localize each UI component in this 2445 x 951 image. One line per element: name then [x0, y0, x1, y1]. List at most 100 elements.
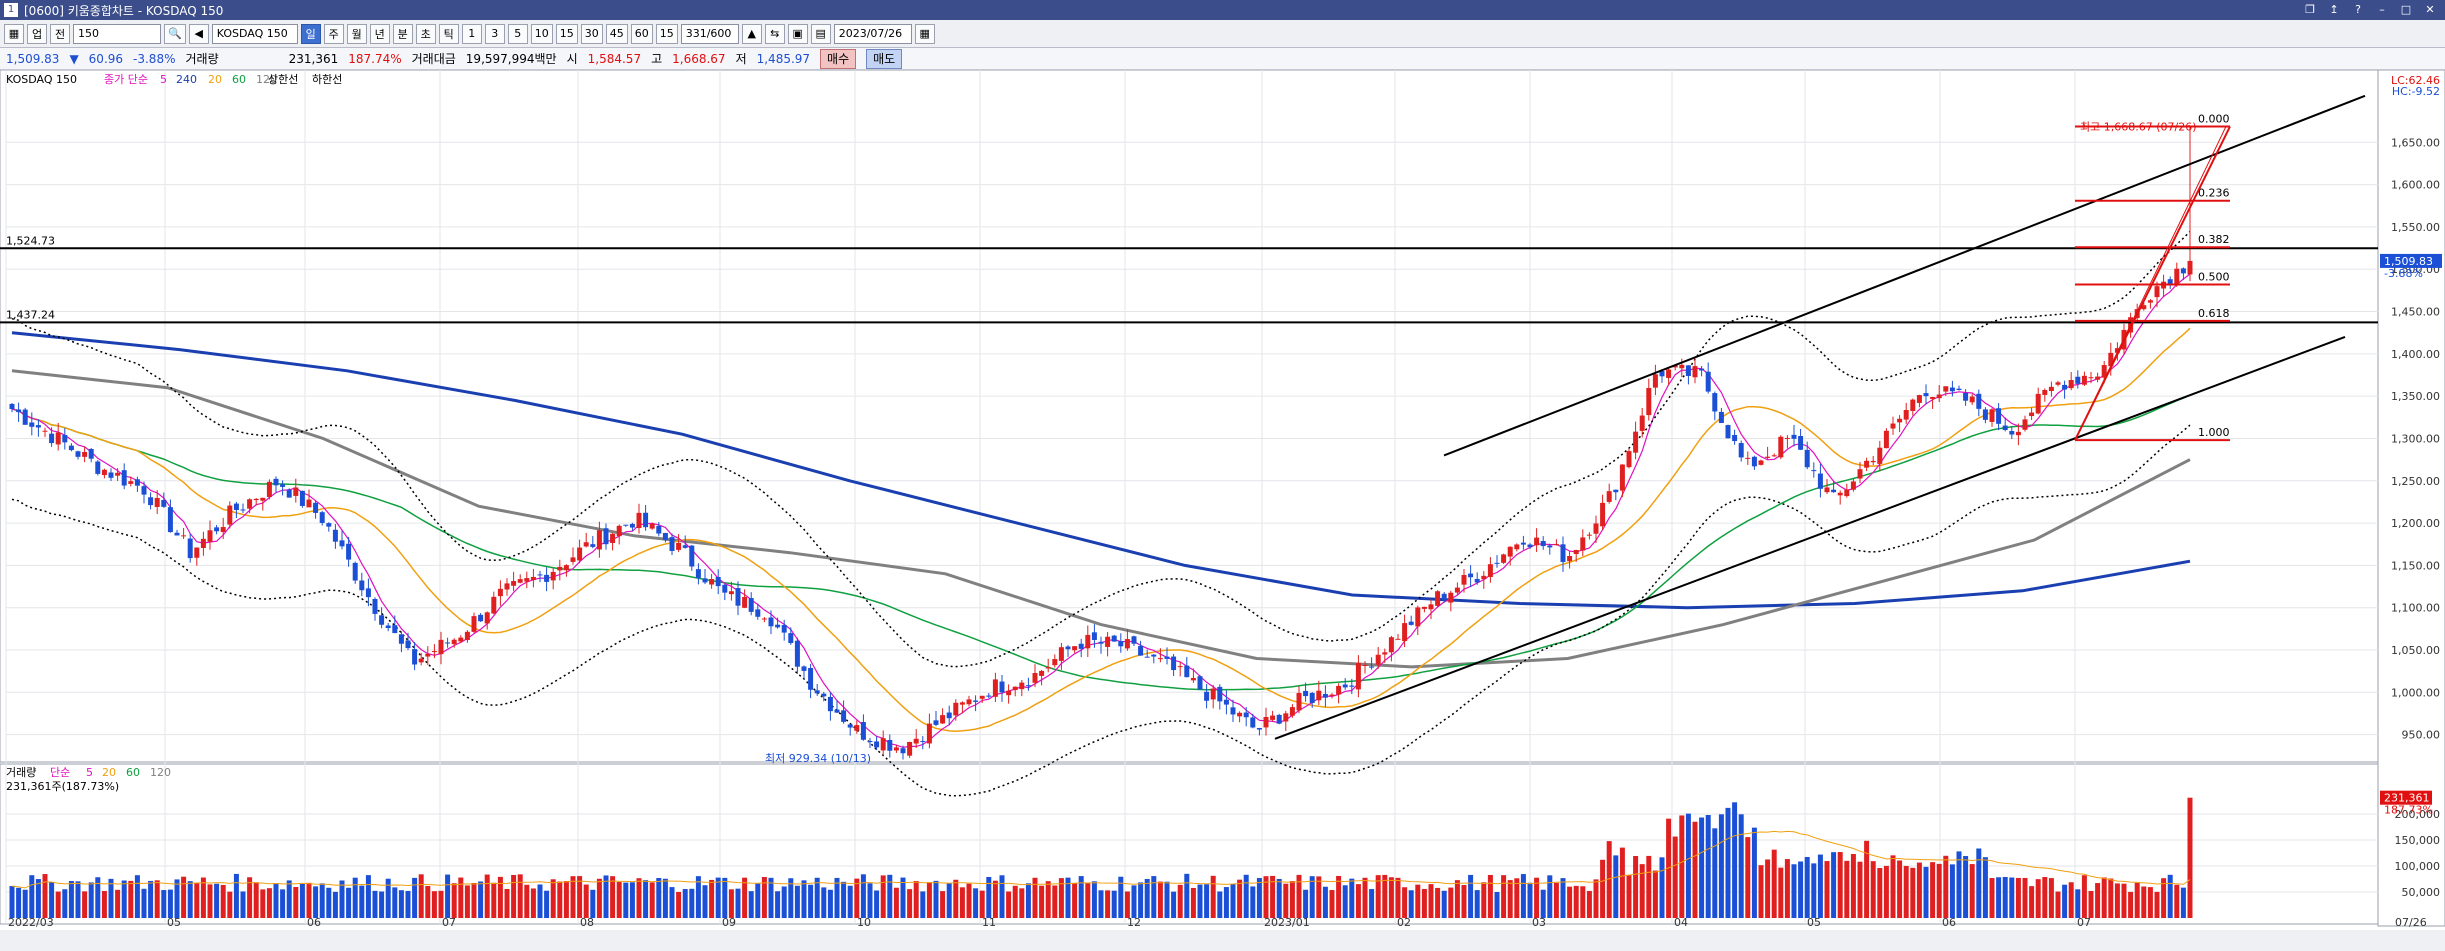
volume-bar: [260, 889, 266, 918]
candle-body: [1712, 393, 1718, 412]
stock-chart[interactable]: 1,650.001,600.001,550.001,500.001,450.00…: [0, 70, 2445, 930]
restore-icon[interactable]: ❐: [2305, 3, 2315, 16]
volume-bar: [194, 883, 200, 918]
volume-bar: [1091, 881, 1097, 918]
x-tick-label: 11: [982, 916, 996, 929]
interval-5[interactable]: 5: [507, 23, 528, 44]
save-icon[interactable]: ▣: [787, 23, 808, 44]
table-icon[interactable]: ▤: [810, 23, 831, 44]
volume-bar: [1085, 883, 1091, 918]
interval-10[interactable]: 10: [530, 23, 553, 44]
maximize-icon[interactable]: □: [2400, 3, 2412, 16]
candle-body: [821, 693, 827, 697]
candle-body: [49, 433, 55, 444]
tab-day[interactable]: 일: [300, 23, 321, 44]
candle-body: [629, 523, 635, 528]
volume-bar: [1652, 870, 1658, 918]
pin-icon[interactable]: ↥: [2329, 3, 2339, 16]
minimize-icon[interactable]: –: [2379, 3, 2385, 16]
search-icon[interactable]: 🔍: [164, 23, 186, 44]
layout-icon[interactable]: ▦: [4, 23, 24, 44]
volume-bar: [1804, 856, 1810, 918]
volume-pct: 187.74%: [348, 51, 402, 66]
volume-bar: [742, 877, 748, 918]
interval-1[interactable]: 1: [461, 23, 482, 44]
swap-icon[interactable]: ⇆: [764, 23, 785, 44]
help-icon[interactable]: ?: [2355, 3, 2361, 16]
candle-body: [88, 448, 94, 459]
interval-15[interactable]: 15: [555, 23, 578, 44]
calendar-icon[interactable]: ▦: [914, 23, 935, 44]
volume-bar: [22, 889, 28, 918]
volume-bar: [2048, 878, 2054, 918]
volume-bar: [874, 890, 880, 918]
volume-bar: [973, 888, 979, 918]
candle-body: [1157, 658, 1163, 660]
buy-button[interactable]: 매수: [820, 48, 857, 69]
candle-body: [313, 502, 319, 513]
symbol-name-field[interactable]: KOSDAQ 150: [211, 23, 298, 44]
candle-body: [1322, 693, 1328, 698]
interval-30[interactable]: 30: [580, 23, 603, 44]
tab-month[interactable]: 월: [346, 23, 367, 44]
volume-bar: [1831, 852, 1837, 918]
price-axis: [2377, 70, 2445, 927]
candle-body: [1454, 587, 1460, 593]
candle-body: [332, 529, 338, 542]
market-select[interactable]: 업: [27, 23, 47, 44]
candle-body: [1415, 607, 1421, 627]
candle-body: [1138, 646, 1144, 656]
tab-tick[interactable]: 틱: [438, 23, 459, 44]
volume-bar: [1078, 876, 1084, 918]
symbol-input[interactable]: 150: [73, 23, 161, 44]
tab-second[interactable]: 초: [415, 23, 436, 44]
volume-bar: [1639, 864, 1645, 918]
volume-bar: [1844, 860, 1850, 918]
volume-bar: [62, 889, 68, 918]
volume-bar: [2147, 887, 2153, 918]
period-prefix-select[interactable]: 전: [50, 23, 70, 44]
volume-bar: [2075, 889, 2081, 918]
volume-bar: [1956, 851, 1962, 918]
tab-year[interactable]: 년: [369, 23, 390, 44]
chart-type-icon[interactable]: ▲: [741, 23, 762, 44]
interval-60[interactable]: 60: [630, 23, 653, 44]
tab-minute[interactable]: 분: [392, 23, 413, 44]
volume-bar: [570, 876, 576, 918]
date-field[interactable]: 2023/07/26: [833, 23, 912, 44]
candle-body: [1296, 692, 1302, 711]
candle-body: [794, 640, 800, 667]
x-tick-label: 05: [1807, 916, 1821, 929]
candle-body: [1791, 434, 1797, 439]
volume-legend-ma: 60: [126, 766, 140, 779]
sell-button[interactable]: 매도: [866, 48, 903, 69]
candle-body: [841, 710, 847, 722]
price-legend-name: KOSDAQ 150: [6, 73, 77, 86]
candle-body: [1877, 447, 1883, 464]
volume-bar: [167, 889, 173, 918]
tab-week[interactable]: 주: [323, 23, 344, 44]
candle-body: [95, 461, 101, 474]
speaker-icon[interactable]: ◀: [188, 23, 209, 44]
candle-body: [1692, 366, 1698, 378]
candle-body: [1494, 562, 1500, 564]
volume-bar: [108, 878, 114, 918]
candle-body: [847, 724, 853, 728]
candle-body: [907, 741, 913, 756]
candle-body: [735, 588, 741, 606]
volume-bar: [1138, 882, 1144, 918]
interval-select[interactable]: 15: [655, 23, 678, 44]
volume-bar: [365, 875, 371, 918]
candle-body: [293, 487, 299, 496]
candle-body: [227, 505, 233, 525]
interval-3[interactable]: 3: [484, 23, 505, 44]
volume-bar: [755, 883, 761, 918]
interval-45[interactable]: 45: [605, 23, 628, 44]
volume-bar: [1144, 878, 1150, 918]
close-icon[interactable]: ✕: [2425, 3, 2435, 16]
volume-bar: [385, 878, 391, 918]
count-field[interactable]: 331/600: [680, 23, 739, 44]
volume-bar: [1771, 849, 1777, 918]
volume-bar: [1019, 888, 1025, 918]
amount-label: 거래대금: [411, 52, 456, 66]
